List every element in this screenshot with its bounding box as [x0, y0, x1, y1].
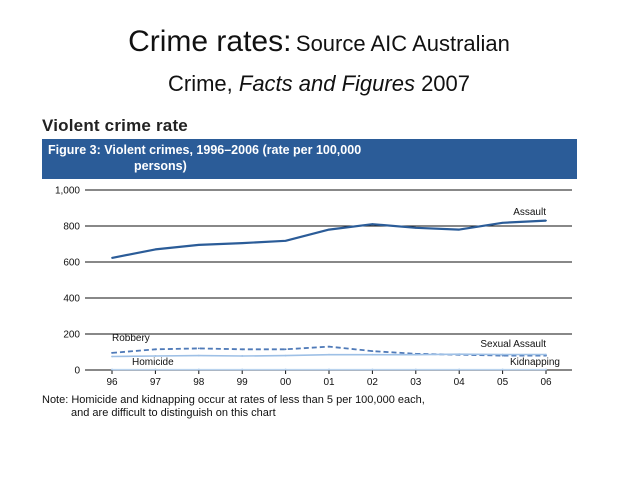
data-point [197, 347, 200, 350]
data-point [328, 368, 330, 371]
data-point [284, 354, 287, 357]
data-point [458, 228, 461, 231]
x-tick-label: 06 [540, 377, 552, 388]
data-point [197, 244, 200, 246]
slide-title: Crime rates: Source AIC Australian Crime… [0, 22, 638, 101]
title-line2: Crime, Facts and Figures 2007 [0, 67, 638, 101]
data-point [154, 248, 157, 251]
x-tick-label: 03 [410, 377, 422, 388]
data-point [241, 355, 244, 357]
data-point [328, 228, 330, 231]
data-point [197, 368, 200, 371]
data-point [284, 348, 287, 351]
data-point [458, 353, 461, 356]
data-point [501, 368, 504, 371]
title-line2-italic: Facts and Figures [238, 71, 415, 96]
series-label: Sexual Assault [480, 339, 546, 350]
data-point [241, 348, 244, 351]
data-point [197, 354, 200, 357]
note-line2: and are difficult to distinguish on this… [71, 407, 276, 419]
title-source: Source AIC Australian [295, 31, 510, 56]
data-point [284, 239, 287, 242]
data-point [371, 368, 374, 371]
series-label: Robbery [112, 333, 150, 344]
title-line2-suffix: 2007 [414, 71, 471, 96]
data-point [111, 355, 113, 358]
series-label: Assault [513, 207, 546, 218]
data-point [545, 219, 547, 222]
x-tick-label: 97 [150, 377, 162, 388]
y-tick-label: 1,000 [55, 186, 80, 197]
x-tick-label: 04 [454, 377, 466, 388]
data-point [154, 355, 157, 357]
data-point [111, 368, 113, 371]
x-tick-label: 00 [280, 377, 292, 388]
data-point [111, 352, 113, 354]
data-point [371, 223, 374, 226]
x-tick-label: 02 [367, 377, 379, 388]
series-label: Homicide [132, 357, 174, 368]
series-label: Kidnapping [510, 357, 560, 368]
figure-title-line1: Figure 3: Violent crimes, 1996–2006 (rat… [48, 143, 362, 157]
data-point [154, 348, 157, 351]
data-point [414, 368, 417, 371]
note-line1: Note: Homicide and kidnapping occur at r… [42, 394, 425, 406]
data-point [284, 368, 287, 371]
data-point [414, 353, 417, 356]
data-point [328, 353, 330, 356]
x-tick-label: 96 [106, 377, 118, 388]
data-point [371, 350, 374, 352]
data-point [501, 221, 504, 224]
x-tick-label: 05 [497, 377, 509, 388]
x-tick-label: 99 [237, 377, 249, 388]
chart-note: Note: Homicide and kidnapping occur at r… [42, 394, 602, 420]
title-main: Crime rates: [128, 25, 292, 58]
y-tick-label: 600 [63, 258, 80, 269]
data-point [414, 226, 417, 229]
data-point [458, 368, 461, 371]
data-point [328, 345, 330, 348]
y-tick-label: 400 [63, 294, 80, 305]
y-tick-label: 0 [74, 366, 80, 377]
x-tick-label: 98 [193, 377, 205, 388]
y-tick-label: 200 [63, 330, 80, 341]
data-point [545, 368, 547, 371]
data-point [501, 353, 504, 356]
data-point [545, 353, 547, 356]
title-line2-prefix: Crime, [167, 71, 239, 96]
figure-title-line2: persons) [134, 159, 187, 173]
data-point [154, 368, 157, 371]
figure-header: Figure 3: Violent crimes, 1996–2006 (rat… [42, 139, 577, 179]
x-tick-label: 01 [323, 377, 335, 388]
section-heading: Violent crime rate [42, 116, 188, 135]
y-tick-label: 800 [63, 222, 80, 233]
data-point [111, 256, 113, 259]
data-point [241, 368, 244, 371]
data-point [371, 353, 374, 356]
data-point [241, 242, 244, 245]
